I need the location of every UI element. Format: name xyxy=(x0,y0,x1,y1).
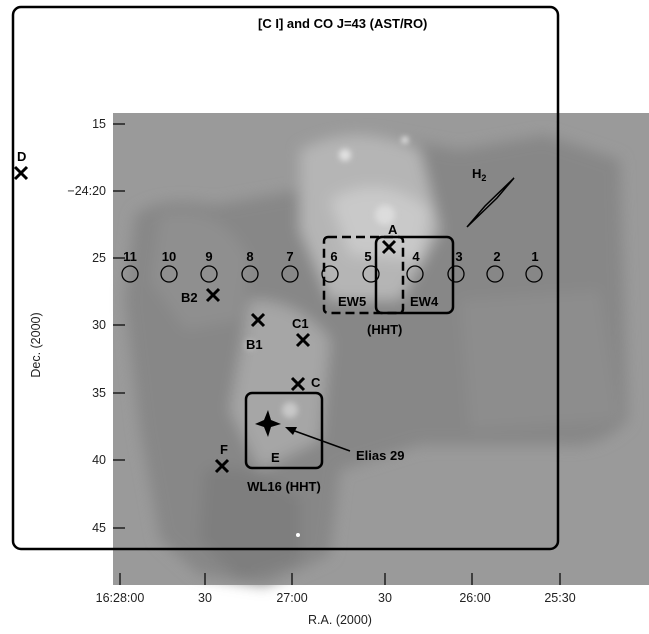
y-axis: 15 −24:20 25 30 35 40 45 Dec. (2000) xyxy=(29,117,125,535)
x-tick-label: 30 xyxy=(378,591,392,605)
cross-marker-c xyxy=(290,376,306,392)
y-tick-label: 45 xyxy=(92,521,106,535)
x-tick-label: 16:28:00 xyxy=(96,591,145,605)
x-tick-label: 26:00 xyxy=(459,591,490,605)
source-label-b1: B1 xyxy=(246,337,263,352)
wl16-label: WL16 (HHT) xyxy=(247,479,321,494)
x-axis: 16:28:00 30 27:00 30 26:00 25:30 R.A. (2… xyxy=(96,573,576,627)
position-circle xyxy=(362,265,380,283)
position-circle xyxy=(486,265,504,283)
source-label-c1: C1 xyxy=(292,316,309,331)
position-label: 3 xyxy=(455,249,462,264)
position-circle xyxy=(121,265,139,283)
position-label: 1 xyxy=(531,249,538,264)
position-label: 7 xyxy=(286,249,293,264)
position-circle xyxy=(160,265,178,283)
position-circle xyxy=(406,265,424,283)
position-label: 8 xyxy=(246,249,253,264)
wl16-box xyxy=(244,391,324,470)
ew5-box xyxy=(322,235,405,315)
cross-marker-d xyxy=(13,165,29,181)
position-label: 11 xyxy=(123,249,137,264)
source-label-e: E xyxy=(271,450,280,465)
position-circles: 11 10 9 8 7 6 5 4 3 2 1 xyxy=(121,249,543,283)
source-label-b2: B2 xyxy=(181,290,198,305)
cross-marker-b2 xyxy=(205,287,221,303)
position-label: 2 xyxy=(493,249,500,264)
ew4-box xyxy=(374,235,455,315)
position-circle xyxy=(281,265,299,283)
y-axis-label: Dec. (2000) xyxy=(29,312,43,377)
elias-arrow xyxy=(285,427,351,452)
ew-hht-label: (HHT) xyxy=(367,322,402,337)
y-tick-label: 40 xyxy=(92,453,106,467)
grayscale-map xyxy=(113,113,649,585)
position-label: 5 xyxy=(364,249,371,264)
cross-marker-b1 xyxy=(250,312,266,328)
position-circle xyxy=(447,265,465,283)
star-marker xyxy=(255,410,281,437)
source-label-d: D xyxy=(17,149,26,164)
figure-title: [C I] and CO J=43 (AST/RO) xyxy=(258,16,427,31)
x-tick-label: 27:00 xyxy=(276,591,307,605)
source-label-f: F xyxy=(220,442,228,457)
position-circle xyxy=(241,265,259,283)
position-circle xyxy=(200,265,218,283)
ew5-label: EW5 xyxy=(338,294,366,309)
cross-marker-f xyxy=(214,458,230,474)
elias-label: Elias 29 xyxy=(356,448,404,463)
h2-diamond-shape xyxy=(466,177,515,228)
source-label-a: A xyxy=(388,222,398,237)
y-tick-label: 35 xyxy=(92,386,106,400)
y-tick-label: 15 xyxy=(92,117,106,131)
ew4-label: EW4 xyxy=(410,294,439,309)
y-tick-label: −24:20 xyxy=(67,184,106,198)
position-circle xyxy=(321,265,339,283)
position-circle xyxy=(525,265,543,283)
frame-box xyxy=(11,5,560,551)
h2-label: H2 xyxy=(472,166,486,183)
x-axis-label: R.A. (2000) xyxy=(308,613,372,627)
cross-marker-a xyxy=(381,239,397,255)
x-tick-label: 25:30 xyxy=(544,591,575,605)
x-tick-label: 30 xyxy=(198,591,212,605)
position-label: 10 xyxy=(162,249,176,264)
y-tick-label: 30 xyxy=(92,318,106,332)
position-label: 6 xyxy=(330,249,337,264)
source-label-c: C xyxy=(311,375,321,390)
position-label: 4 xyxy=(412,249,420,264)
source-markers xyxy=(13,165,397,474)
y-tick-label: 25 xyxy=(92,251,106,265)
cross-marker-c1 xyxy=(295,332,311,348)
position-label: 9 xyxy=(205,249,212,264)
